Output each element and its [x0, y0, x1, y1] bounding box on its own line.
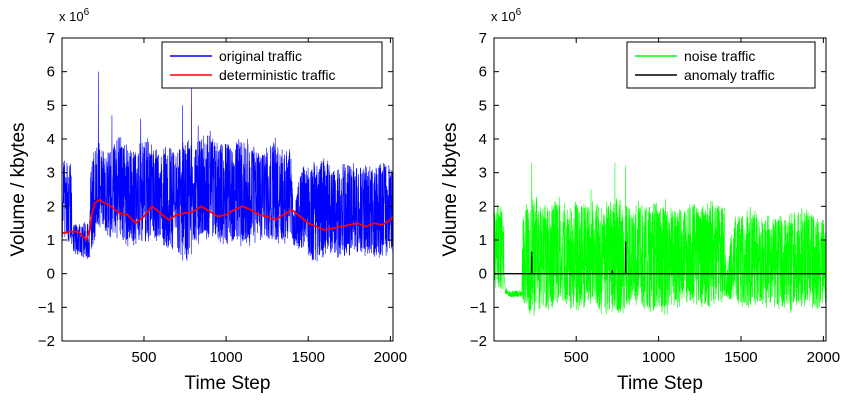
y-axis-label: Volume / kbytes — [440, 122, 461, 256]
y-tick-label: 0 — [479, 266, 487, 283]
series-2-line — [494, 241, 826, 275]
chart-panel-2: −2 −1 0 1 2 3 4 5 6 7 500 1000 1500 2000 x 106 Time Ste… — [440, 7, 840, 394]
y-tick-label: 6 — [479, 64, 487, 81]
y-tick-label: −2 — [470, 333, 487, 350]
y-tick-label: −1 — [470, 299, 487, 316]
y-tick-label: 5 — [47, 97, 55, 114]
y-tick-label: 5 — [479, 97, 487, 114]
series-2-line — [62, 198, 393, 242]
axes-box — [61, 37, 394, 342]
y-tick-label: −2 — [38, 333, 55, 350]
x-tick-label: 500 — [564, 349, 589, 366]
x-tick-label: 2000 — [374, 349, 407, 366]
x-tick-label: 1000 — [642, 349, 675, 366]
plot-area — [494, 162, 826, 317]
legend: noise traffic anomaly traffic — [626, 41, 816, 89]
y-tick-label: 2 — [479, 198, 487, 215]
y-multiplier: x 106 — [491, 7, 522, 24]
y-tick-label: −1 — [38, 299, 55, 316]
legend-box — [161, 41, 383, 89]
y-tick-label: 4 — [479, 131, 487, 148]
series-1-line — [62, 71, 393, 262]
y-tick-label: 7 — [47, 30, 55, 47]
y-tick-label: 2 — [47, 198, 55, 215]
legend-label-1: noise traffic — [684, 48, 755, 64]
y-tick-label: 6 — [47, 64, 55, 81]
y-multiplier: x 106 — [59, 7, 90, 24]
x-tick-label: 1000 — [209, 349, 242, 366]
x-axis-label: Time Step — [617, 373, 703, 394]
y-tick-label: 3 — [479, 165, 487, 182]
y-tick-label: 7 — [479, 30, 487, 47]
y-axis-label: Volume / kbytes — [8, 122, 29, 256]
x-tick-label: 1500 — [292, 349, 325, 366]
legend-box — [626, 41, 816, 89]
legend: original traffic deterministic traffic — [161, 41, 383, 89]
y-tick-label: 0 — [47, 266, 55, 283]
x-axis-label: Time Step — [185, 373, 271, 394]
series-1-line — [494, 162, 826, 317]
x-tick-label: 1500 — [724, 349, 757, 366]
legend-label-1: original traffic — [219, 48, 302, 64]
legend-label-2: anomaly traffic — [684, 67, 775, 83]
chart-panel-1: −2 −1 0 1 2 3 4 5 6 7 500 1000 1500 2000 x 106 Time Ste… — [8, 7, 407, 394]
legend-label-2: deterministic traffic — [219, 67, 335, 83]
y-tick-label: 1 — [47, 232, 55, 249]
x-tick-label: 2000 — [807, 349, 840, 366]
axes-box — [493, 37, 827, 342]
x-tick-label: 500 — [131, 349, 156, 366]
plot-area — [62, 71, 393, 262]
y-tick-label: 1 — [479, 232, 487, 249]
y-tick-label: 4 — [47, 131, 55, 148]
y-tick-label: 3 — [47, 165, 55, 182]
